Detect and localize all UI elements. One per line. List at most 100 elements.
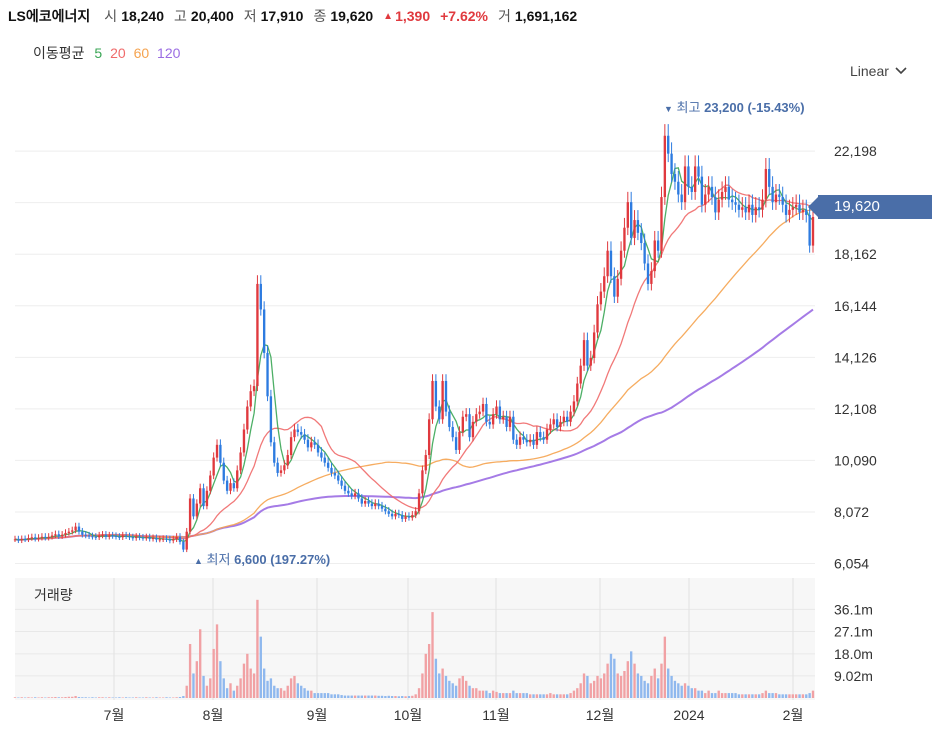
volume-bar	[141, 697, 145, 699]
volume-bar	[343, 695, 347, 698]
volume-bar	[404, 696, 407, 698]
candle-body	[444, 380, 448, 412]
candle-body	[60, 534, 64, 537]
candle-body	[158, 539, 161, 541]
volume-bar	[323, 693, 326, 698]
volume-bar	[64, 697, 67, 698]
volume-label: 거	[498, 8, 511, 24]
candle-body	[525, 439, 528, 443]
candle-body	[491, 414, 495, 425]
volume-bar	[747, 694, 751, 698]
volume-bar	[293, 675, 296, 698]
up-triangle-icon: ▲	[194, 556, 203, 566]
candle-body	[434, 380, 438, 407]
volume-bar	[23, 697, 27, 699]
volume-bar	[454, 685, 458, 698]
candle-body	[141, 537, 145, 539]
volume-bar	[97, 697, 101, 698]
volume-bar	[175, 697, 178, 698]
candle-body	[108, 535, 111, 537]
candle-body	[680, 194, 683, 203]
candle-body	[205, 490, 209, 507]
candle-body	[239, 452, 242, 471]
candle-body	[734, 202, 737, 205]
candle-body	[118, 536, 121, 538]
ma-5[interactable]: 5	[94, 45, 103, 61]
volume-bar	[741, 694, 744, 698]
volume-bar	[417, 688, 421, 698]
candle-body	[124, 535, 128, 537]
volume-bar	[754, 694, 757, 698]
candle-body	[498, 406, 502, 420]
ma-120[interactable]: 120	[157, 45, 181, 61]
volume-bar	[626, 661, 629, 698]
volume-bar	[266, 680, 269, 698]
candle-body	[596, 304, 599, 333]
volume-bar	[613, 658, 616, 698]
volume-bar	[54, 697, 57, 698]
volume-bar	[461, 675, 465, 698]
volume-bar	[774, 693, 778, 698]
volume-bar	[687, 685, 690, 698]
high-annotation-value: 23,200 (-15.43%)	[704, 100, 805, 115]
volume-bar	[20, 697, 23, 698]
candle-body	[606, 250, 609, 277]
volume-bar	[650, 675, 653, 698]
volume-bar	[434, 658, 438, 698]
ma-60[interactable]: 60	[133, 45, 150, 61]
candle-body	[269, 396, 273, 443]
volume-bar	[340, 695, 343, 698]
candle-body	[478, 411, 481, 415]
candle-body	[808, 214, 811, 246]
candle-body	[64, 532, 67, 535]
x-tick-label: 10월	[394, 707, 422, 723]
volume-bar	[256, 599, 259, 698]
volume-bar	[289, 678, 293, 698]
candle-body	[175, 536, 178, 540]
candle-body	[306, 439, 310, 448]
candle-body	[310, 442, 313, 448]
candle-body	[256, 283, 259, 387]
volume-bar	[660, 663, 663, 698]
volume-bar	[370, 695, 374, 698]
volume-bar	[215, 624, 219, 698]
candle-body	[518, 437, 522, 445]
low-annotation: ▲ 최저 6,600 (197.27%)	[194, 549, 330, 568]
volume-bar	[427, 644, 431, 698]
candle-body	[313, 442, 316, 445]
candle-body	[599, 291, 603, 305]
volume-bar	[118, 697, 121, 698]
candle-body	[704, 194, 707, 205]
candle-body	[633, 220, 636, 238]
volume-bar	[643, 680, 646, 698]
candle-body	[276, 462, 279, 473]
candle-body	[411, 515, 414, 518]
price-tick-label: 6,054	[834, 556, 869, 572]
volume-bar	[209, 678, 212, 698]
high-value: 20,400	[190, 8, 234, 24]
volume-bar	[586, 675, 589, 698]
volume-bar	[249, 668, 252, 698]
volume-bar	[757, 694, 761, 698]
candle-body	[212, 457, 215, 476]
candle-body	[138, 536, 141, 538]
candle-body	[646, 263, 650, 284]
volume-bar	[50, 697, 54, 698]
candle-body	[363, 501, 367, 504]
volume-bar	[232, 690, 236, 698]
volume-pane-label: 거래량	[34, 587, 73, 603]
volume-bar	[380, 695, 384, 698]
volume-bar	[582, 673, 586, 698]
volume-bar	[498, 693, 502, 698]
scale-select[interactable]: Linear	[850, 63, 907, 79]
volume-bar	[478, 690, 481, 698]
volume-bar	[401, 696, 404, 698]
volume-bar	[751, 694, 754, 698]
candle-body	[562, 416, 566, 422]
candle-body	[202, 488, 205, 507]
ma-20[interactable]: 20	[110, 45, 126, 61]
candle-body	[626, 202, 629, 228]
candle-body	[670, 153, 673, 175]
volume-bar	[155, 697, 158, 698]
volume-bar	[306, 690, 310, 698]
